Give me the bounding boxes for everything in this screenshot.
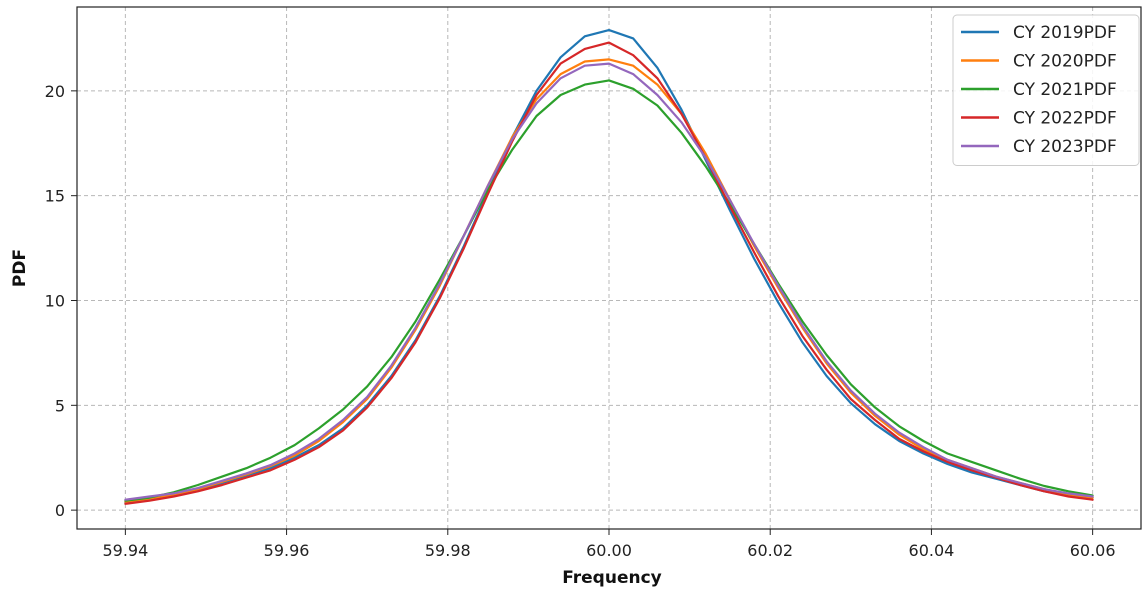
legend-label: CY 2020PDF [1013, 52, 1117, 72]
legend-label: CY 2022PDF [1013, 109, 1117, 129]
y-tick-label: 0 [55, 501, 65, 520]
legend-label: CY 2021PDF [1013, 80, 1117, 100]
x-tick-label: 59.98 [425, 541, 471, 560]
legend: CY 2019PDF CY 2020PDF CY 2021PDF CY 2022PDF… [953, 15, 1139, 166]
legend-label: CY 2019PDF [1013, 23, 1117, 43]
y-tick-label: 20 [45, 82, 65, 101]
x-axis-label: Frequency [562, 568, 662, 588]
x-tick-label: 60.00 [586, 541, 632, 560]
x-tick-label: 60.06 [1070, 541, 1116, 560]
y-tick-label: 10 [45, 291, 65, 310]
x-tick-label: 60.02 [747, 541, 793, 560]
legend-label: CY 2023PDF [1013, 137, 1117, 157]
x-axis-ticks: 59.94 59.96 59.98 60.00 60.02 60.04 60.06 [102, 529, 1115, 560]
y-tick-label: 15 [45, 187, 65, 206]
y-axis-ticks: 0 5 10 15 20 [45, 82, 77, 520]
x-tick-label: 59.96 [264, 541, 310, 560]
y-axis-label: PDF [10, 249, 30, 287]
x-tick-label: 59.94 [102, 541, 148, 560]
x-tick-label: 60.04 [909, 541, 955, 560]
y-tick-label: 5 [55, 396, 65, 415]
